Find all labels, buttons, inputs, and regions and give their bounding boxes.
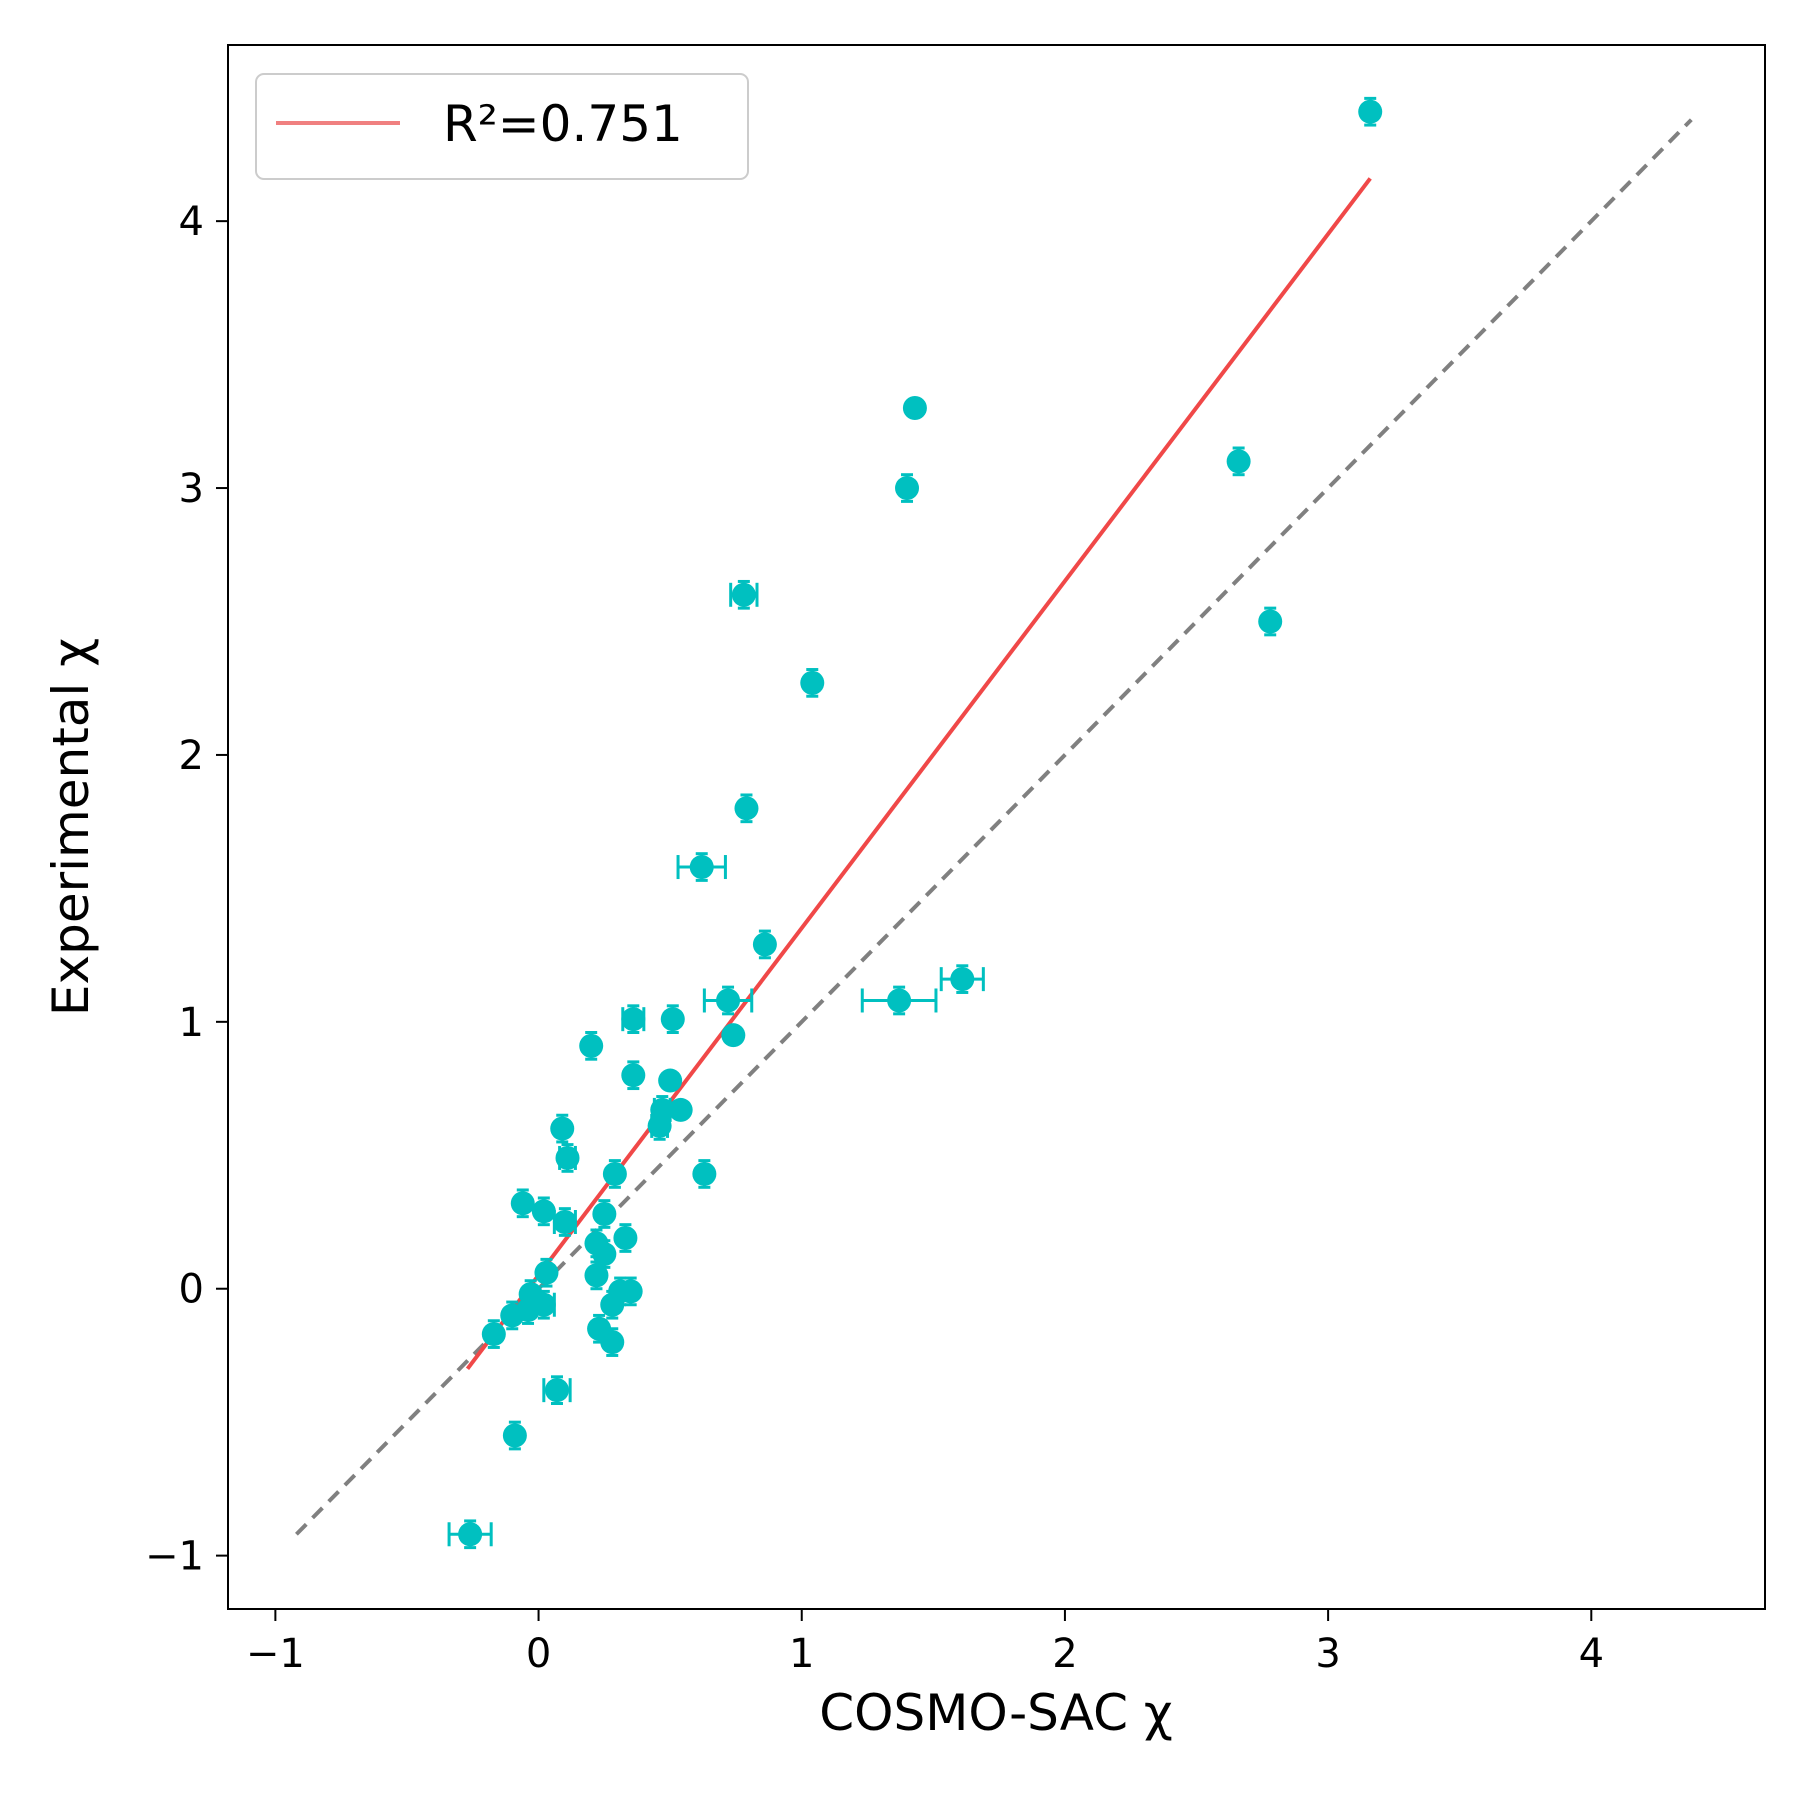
data-point <box>602 1161 627 1186</box>
data-point <box>458 1522 483 1547</box>
data-point <box>1358 99 1383 124</box>
data-point <box>592 1242 617 1267</box>
y-tick-label: 3 <box>179 466 204 512</box>
data-point <box>534 1260 559 1285</box>
data-point <box>800 670 825 695</box>
data-point <box>544 1378 569 1403</box>
data-point <box>621 1007 646 1032</box>
plot-area <box>295 96 1693 1550</box>
data-point <box>668 1097 693 1122</box>
data-point <box>481 1322 506 1347</box>
data-point <box>721 1023 746 1048</box>
data-point <box>734 796 759 821</box>
data-point <box>531 1199 556 1224</box>
x-axis-label: COSMO-SAC χ <box>819 1684 1173 1742</box>
data-point <box>579 1033 604 1058</box>
x-tick-label: 4 <box>1579 1631 1604 1677</box>
data-point <box>550 1116 575 1141</box>
x-tick-label: 3 <box>1315 1631 1340 1677</box>
data-point <box>613 1226 638 1251</box>
data-point <box>716 988 741 1013</box>
data-point <box>887 988 912 1013</box>
data-point <box>621 1063 646 1088</box>
legend: R²=0.751 <box>255 73 749 180</box>
data-point <box>600 1292 625 1317</box>
y-tick-label: 2 <box>179 733 204 779</box>
y-tick-label: −1 <box>145 1534 204 1580</box>
data-point <box>752 932 777 957</box>
x-tick-label: 0 <box>526 1631 551 1677</box>
y-tick-label: 1 <box>179 1000 204 1046</box>
x-tick-label: 1 <box>789 1631 814 1677</box>
data-point <box>902 395 927 420</box>
data-point <box>600 1330 625 1355</box>
data-point <box>689 855 714 880</box>
y-tick-label: 0 <box>179 1267 204 1313</box>
data-point <box>692 1161 717 1186</box>
data-point <box>731 582 756 607</box>
legend-fit-label: R²=0.751 <box>443 95 683 153</box>
data-point <box>510 1191 535 1216</box>
axes-frame <box>227 44 1766 1610</box>
axis-ticks: −1 0 1 2 3 4 −1 0 1 2 3 4 <box>145 199 1604 1677</box>
data-point <box>592 1201 617 1226</box>
data-point <box>895 476 920 501</box>
data-point <box>1226 449 1251 474</box>
data-point <box>502 1423 527 1448</box>
data-point <box>584 1263 609 1288</box>
x-tick-label: −1 <box>246 1631 305 1677</box>
data-point <box>1258 609 1283 634</box>
data-point <box>660 1007 685 1032</box>
x-tick-label: 2 <box>1052 1631 1077 1677</box>
y-axis-label: Experimental χ <box>42 638 100 1016</box>
data-point <box>552 1210 577 1235</box>
data-point <box>618 1279 643 1304</box>
data-point <box>500 1303 525 1328</box>
y-tick-label: 4 <box>179 199 204 245</box>
data-point <box>647 1113 672 1138</box>
legend-box <box>255 73 749 180</box>
data-point <box>555 1145 580 1170</box>
data-point <box>950 967 975 992</box>
data-point <box>658 1068 683 1093</box>
